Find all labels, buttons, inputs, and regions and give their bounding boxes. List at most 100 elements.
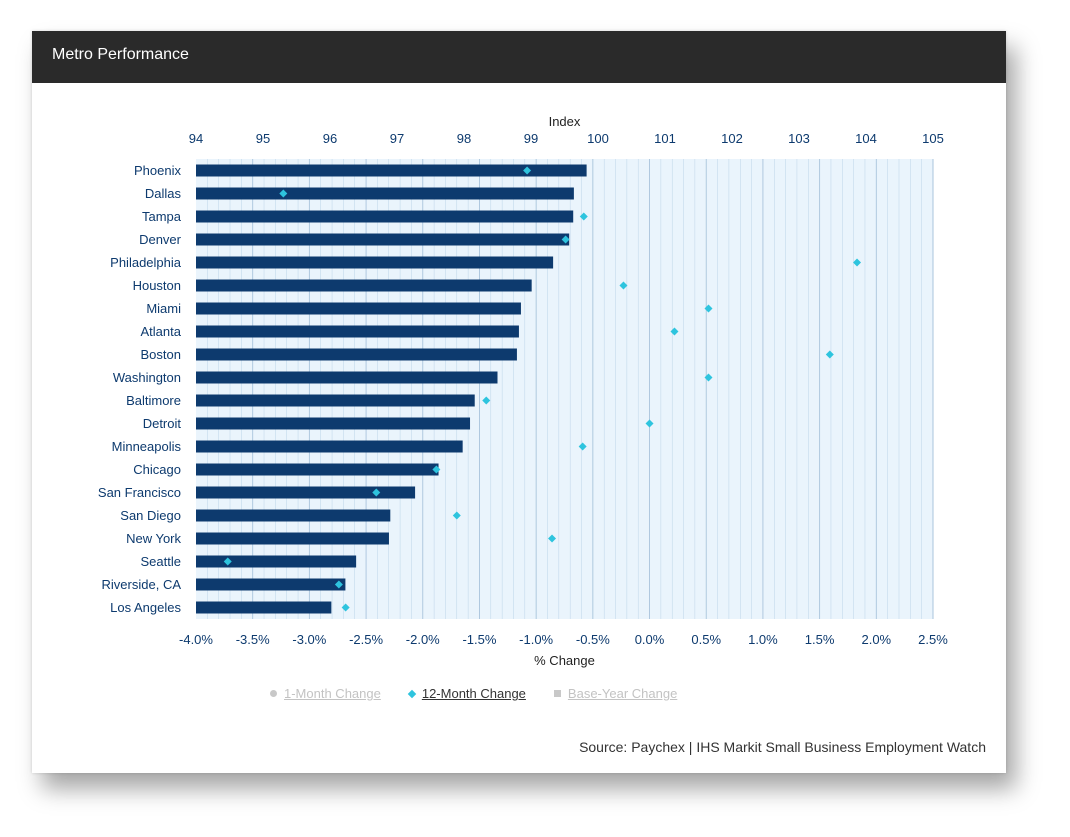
- change-marker: [670, 327, 679, 336]
- category-label: Atlanta: [141, 324, 182, 339]
- category-label: Baltimore: [126, 393, 181, 408]
- category-label: Tampa: [142, 209, 182, 224]
- change-marker: [853, 258, 862, 267]
- index-bar: [196, 440, 463, 453]
- metro-performance-chart: Index 94 95 96 97 98 99 100 101 102 103 104 105 -4.0%…: [98, 114, 948, 668]
- change-marker: [578, 442, 587, 451]
- legend-base-year-change[interactable]: Base-Year Change: [553, 686, 678, 701]
- change-marker: [452, 511, 461, 520]
- change-marker: [341, 603, 350, 612]
- change-marker: [704, 373, 713, 382]
- category-label: Philadelphia: [110, 255, 182, 270]
- category-label: Denver: [139, 232, 182, 247]
- top-tick-label: 95: [256, 131, 270, 146]
- category-label: Houston: [133, 278, 181, 293]
- index-bar: [196, 325, 519, 338]
- change-marker: [482, 396, 491, 405]
- bottom-tick-label: -3.0%: [292, 632, 326, 647]
- bottom-tick-label: 0.0%: [635, 632, 665, 647]
- card-header: Metro Performance: [32, 31, 1006, 83]
- bottom-tick-label: 1.5%: [805, 632, 835, 647]
- source-note: Source: Paychex | IHS Markit Small Busin…: [579, 739, 986, 755]
- category-label: New York: [126, 531, 181, 546]
- index-bar: [196, 394, 475, 407]
- top-tick-label: 98: [457, 131, 471, 146]
- legend-label: 12-Month Change: [421, 686, 526, 701]
- index-bar: [196, 578, 346, 591]
- index-bar: [196, 210, 574, 223]
- category-label: Dallas: [145, 186, 182, 201]
- top-axis-label: Index: [549, 114, 581, 129]
- bottom-tick-label: 2.5%: [918, 632, 948, 647]
- index-bar: [196, 601, 332, 614]
- change-marker: [561, 235, 570, 244]
- change-marker: [432, 465, 441, 474]
- index-bar: [196, 371, 498, 384]
- top-tick-label: 94: [189, 131, 203, 146]
- chart-card: Metro Performance Index 94 95 96 97 98 99 100 10…: [32, 31, 1006, 773]
- legend-12-month-change[interactable]: 12-Month Change: [407, 686, 526, 701]
- top-tick-label: 97: [390, 131, 404, 146]
- circle-icon: [270, 690, 277, 697]
- change-marker: [579, 212, 588, 221]
- bottom-tick-label: -1.0%: [519, 632, 553, 647]
- bottom-tick-label: -1.5%: [462, 632, 496, 647]
- top-tick-label: 96: [323, 131, 337, 146]
- change-marker: [279, 189, 288, 198]
- change-marker: [825, 350, 834, 359]
- bottom-tick-label: -4.0%: [179, 632, 213, 647]
- top-tick-label: 104: [855, 131, 877, 146]
- change-marker: [704, 304, 713, 313]
- bottom-tick-label: 0.5%: [691, 632, 721, 647]
- change-marker: [334, 580, 343, 589]
- change-marker: [619, 281, 628, 290]
- top-tick-label: 102: [721, 131, 743, 146]
- index-bar: [196, 532, 389, 545]
- category-label: Detroit: [143, 416, 182, 431]
- index-bar: [196, 164, 587, 177]
- bottom-tick-label: -2.0%: [406, 632, 440, 647]
- legend-label: 1-Month Change: [284, 686, 381, 701]
- category-label: San Diego: [120, 508, 181, 523]
- bottom-tick-label: -2.5%: [349, 632, 383, 647]
- change-marker: [645, 419, 654, 428]
- top-tick-label: 101: [654, 131, 676, 146]
- index-bar: [196, 187, 574, 200]
- category-label: San Francisco: [98, 485, 181, 500]
- index-bar: [196, 279, 532, 292]
- change-marker: [523, 166, 532, 175]
- chart-legend: 1-Month Change 12-Month Change Base-Year…: [270, 686, 677, 701]
- index-bar: [196, 463, 439, 476]
- change-marker: [548, 534, 557, 543]
- index-bar: [196, 509, 391, 522]
- change-marker: [372, 488, 381, 497]
- square-icon: [553, 690, 561, 697]
- category-label: Washington: [113, 370, 181, 385]
- bottom-tick-label: 2.0%: [861, 632, 891, 647]
- bottom-tick-label: 1.0%: [748, 632, 778, 647]
- legend-label: Base-Year Change: [567, 686, 678, 701]
- top-tick-label: 100: [587, 131, 609, 146]
- top-tick-label: 99: [524, 131, 538, 146]
- index-bar: [196, 302, 521, 315]
- category-label: Minneapolis: [112, 439, 182, 454]
- change-marker: [223, 557, 232, 566]
- category-label: Miami: [146, 301, 181, 316]
- category-label: Phoenix: [134, 163, 181, 178]
- category-label: Seattle: [141, 554, 181, 569]
- index-bar: [196, 256, 554, 269]
- legend-1-month-change[interactable]: 1-Month Change: [270, 686, 381, 701]
- index-bar: [196, 555, 357, 568]
- bottom-axis-label: % Change: [534, 653, 595, 668]
- index-bar: [196, 486, 416, 499]
- diamond-icon: [407, 689, 417, 698]
- index-bar: [196, 417, 471, 430]
- category-label: Chicago: [133, 462, 181, 477]
- category-label: Los Angeles: [110, 600, 181, 615]
- bottom-tick-label: -0.5%: [576, 632, 610, 647]
- index-bar: [196, 348, 517, 361]
- plot-area: [196, 159, 933, 619]
- bottom-tick-label: -3.5%: [236, 632, 270, 647]
- index-bar: [196, 233, 570, 246]
- category-label: Boston: [141, 347, 181, 362]
